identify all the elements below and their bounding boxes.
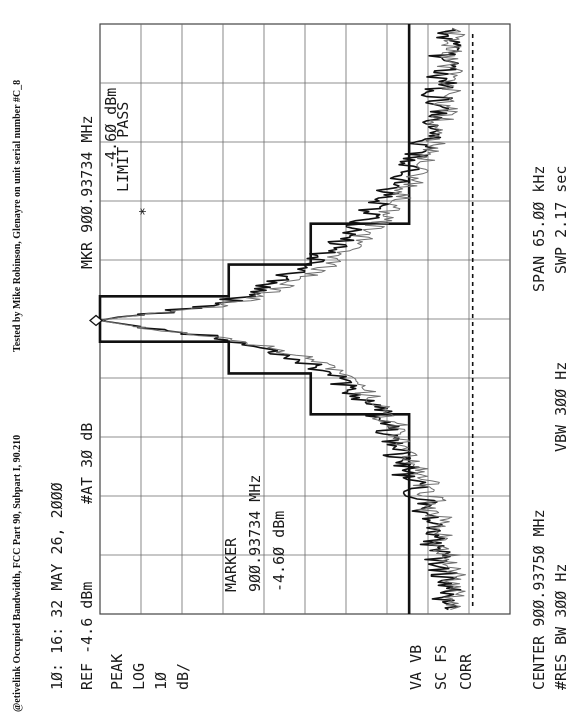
caption-tested-by: Tested by Mike Robinson, Glenayre on uni… [12, 80, 23, 352]
ref-level: REF -4.6 dBm [78, 582, 96, 690]
marker-readout-level: -4.6Ø dBm [102, 88, 120, 169]
log-label: LOG [130, 663, 148, 690]
marker-box-title: MARKER [222, 537, 240, 592]
va-vb-label: VA VB [407, 645, 425, 690]
marker-box-freq: 9ØØ.93734 MHz [246, 475, 264, 592]
sc-fs-label: SC FS [432, 645, 450, 690]
resolution-bandwidth: #RES BW 3ØØ Hz [552, 564, 570, 690]
timestamp: 1Ø: 16: 32 MAY 26, 2ØØØ [48, 482, 66, 690]
peak-label: PEAK [108, 654, 126, 690]
marker-readout-freq: MKR 9ØØ.93734 MHz [78, 115, 96, 269]
attenuation: #AT 3Ø dB [78, 423, 96, 504]
scale-unit: dB/ [174, 663, 192, 690]
video-bandwidth: VBW 3ØØ Hz [552, 362, 570, 452]
limit-pass-text: LIMIT PASS [114, 102, 132, 192]
scale-value: 1Ø [152, 672, 170, 690]
marker-box-level: -4.6Ø dBm [270, 511, 288, 592]
caption-occupied-bandwidth: @etivelink Occupied Bandwidth, FCC Part … [12, 435, 23, 712]
center-frequency: CENTER 9ØØ.9375Ø MHz [530, 509, 548, 690]
trace-secondary [99, 28, 466, 610]
graticule-lines [100, 24, 510, 614]
sweep-time: SWP 2.17 sec [552, 166, 570, 274]
corr-label: CORR [457, 653, 475, 690]
span: SPAN 65.ØØ kHz [530, 166, 548, 292]
limit-pass-star: * [136, 207, 154, 216]
marker-diamond [88, 314, 104, 327]
plot-area [88, 24, 474, 614]
